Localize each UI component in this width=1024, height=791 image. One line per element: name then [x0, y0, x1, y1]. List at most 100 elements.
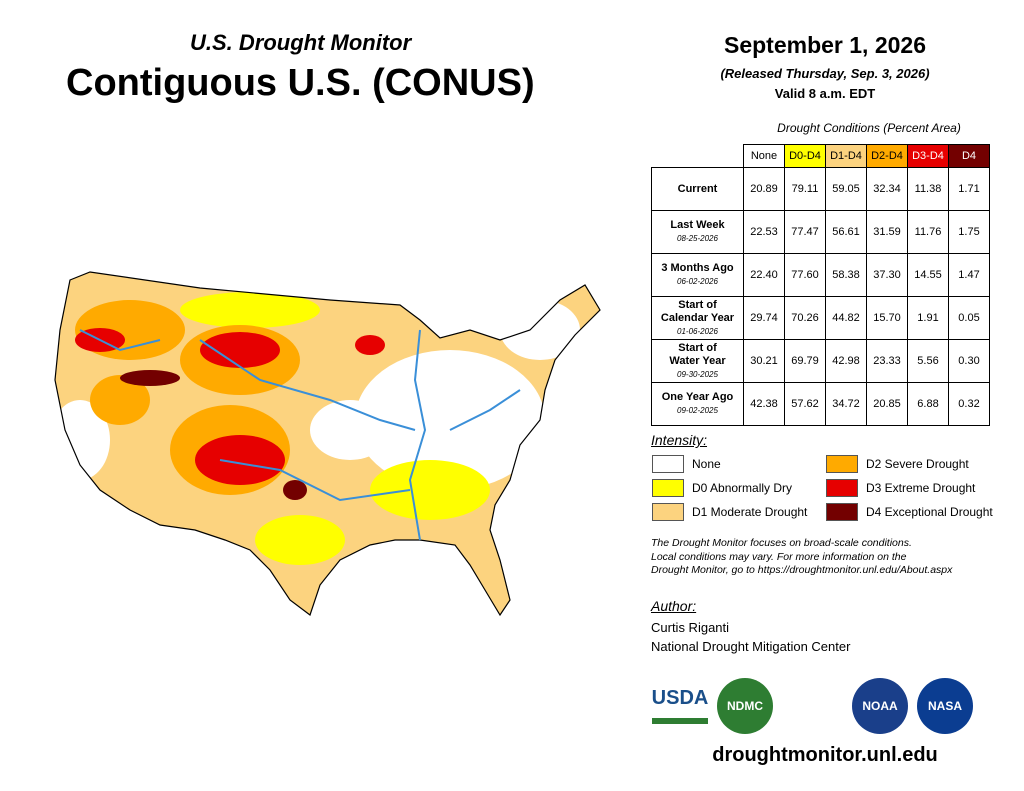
row-label: Current [651, 167, 744, 211]
column-header: D3-D4 [907, 144, 949, 168]
cell: 77.47 [784, 210, 826, 254]
legend-swatch [652, 479, 684, 497]
author-line: Curtis Riganti [651, 620, 730, 635]
row-label-line: Calendar Year [660, 311, 735, 324]
row-label-line: 3 Months Ago [661, 262, 734, 274]
table-row: Start of Calendar Year 01-06-2026 29.74 70.2… [651, 296, 990, 340]
cell: 70.26 [784, 296, 826, 340]
row-label: One Year Ago 09-02-2025 [651, 382, 744, 426]
table-row: One Year Ago 09-02-2025 42.38 57.62 34.72 20.… [651, 382, 990, 426]
row-label: Start of Water Year 09-30-2025 [651, 339, 744, 383]
row-date: 09-30-2025 [677, 369, 718, 379]
table-caption: Drought Conditions (Percent Area) [777, 121, 961, 135]
row-date: 09-02-2025 [677, 406, 718, 415]
cell: 79.11 [784, 167, 826, 211]
drought-areas [55, 272, 600, 615]
logo: USDA [652, 678, 708, 724]
cell: 1.71 [948, 167, 990, 211]
legend-item: D4 Exceptional Drought [826, 503, 993, 521]
footer-url[interactable]: droughtmonitor.unl.edu [712, 744, 938, 766]
cell: 42.38 [743, 382, 785, 426]
cell: 31.59 [866, 210, 908, 254]
released: (Released Thursday, Sep. 3, 2026) [720, 66, 930, 81]
column-header: D0-D4 [784, 144, 826, 168]
row-label: Last Week 08-25-2026 [651, 210, 744, 254]
row-date: 06-02-2026 [677, 277, 718, 286]
row-label-line: Start of [678, 341, 717, 354]
logo: NASA [917, 678, 973, 734]
cell: 15.70 [866, 296, 908, 340]
table-row: Current 20.89 79.11 59.05 32.34 11.38 1.71 [651, 167, 990, 211]
legend-label: D4 Exceptional Drought [866, 505, 993, 519]
row-date: 01-06-2026 [677, 326, 718, 336]
table-row: Last Week 08-25-2026 22.53 77.47 56.61 31.59 1… [651, 210, 990, 254]
row-label-line: Water Year [669, 354, 726, 367]
row-label-line: Last Week [670, 219, 725, 231]
cell: 69.79 [784, 339, 826, 383]
cell: 20.89 [743, 167, 785, 211]
column-header: D4 [948, 144, 990, 168]
header-row: None D0-D4 D1-D4 D2-D4 D3-D4 D4 [651, 144, 990, 168]
cell: 11.76 [907, 210, 949, 254]
cell: 0.32 [948, 382, 990, 426]
date: September 1, 2026 [723, 32, 926, 58]
cell: 5.56 [907, 339, 949, 383]
cell: 56.61 [825, 210, 867, 254]
drought-map [54, 271, 601, 616]
note-line: The Drought Monitor focuses on broad-sca… [651, 537, 912, 549]
table-row: 3 Months Ago 06-02-2026 22.40 77.60 58.38 37.… [651, 253, 990, 297]
cell: 14.55 [907, 253, 949, 297]
cell: 34.72 [825, 382, 867, 426]
cell: 22.53 [743, 210, 785, 254]
column-header: D2-D4 [866, 144, 908, 168]
cell: 1.91 [907, 296, 949, 340]
logo: NDMC [717, 678, 773, 734]
cell: 1.47 [948, 253, 990, 297]
logo: NOAA [852, 678, 908, 734]
row-label-line: Current [677, 182, 718, 195]
title: Contiguous U.S. (CONUS) [66, 62, 535, 104]
legend-item: D2 Severe Drought [826, 455, 969, 473]
corner [651, 144, 744, 168]
cell: 11.38 [907, 167, 949, 211]
cell: 23.33 [866, 339, 908, 383]
legend-swatch [826, 503, 858, 521]
legend-swatch [652, 503, 684, 521]
author-title: Author: [651, 598, 697, 614]
legend-label: None [692, 457, 721, 471]
valid-time: Valid 8 a.m. EDT [774, 86, 876, 101]
cell: 22.40 [743, 253, 785, 297]
row-label: Start of Calendar Year 01-06-2026 [651, 296, 744, 340]
legend-label: D1 Moderate Drought [692, 505, 808, 519]
cell: 30.21 [743, 339, 785, 383]
cell: 77.60 [784, 253, 826, 297]
cell: 37.30 [866, 253, 908, 297]
legend-swatch [826, 455, 858, 473]
row-label-line: Start of [678, 298, 717, 311]
cell: 57.62 [784, 382, 826, 426]
note: The Drought Monitor focuses on broad-sca… [651, 537, 952, 578]
legend-title: Intensity: [651, 432, 708, 448]
note-line: Drought Monitor, go to https://droughtmo… [651, 564, 953, 576]
legend-swatch [652, 455, 684, 473]
cell: 6.88 [907, 382, 949, 426]
rivers [79, 329, 521, 541]
legend-item: D3 Extreme Drought [826, 479, 975, 497]
legend-item: D1 Moderate Drought [652, 503, 807, 521]
author-line: National Drought Mitigation Center [651, 639, 851, 654]
cell: 59.05 [825, 167, 867, 211]
legend-item: D0 Abnormally Dry [652, 479, 792, 497]
legend-label: D3 Extreme Drought [866, 481, 976, 495]
cell: 58.38 [825, 253, 867, 297]
row-label: 3 Months Ago 06-02-2026 [651, 253, 744, 297]
subtitle: U.S. Drought Monitor [190, 30, 412, 55]
cell: 44.82 [825, 296, 867, 340]
cell: 0.30 [948, 339, 990, 383]
cell: 32.34 [866, 167, 908, 211]
cell: 20.85 [866, 382, 908, 426]
row-label-line: One Year Ago [661, 391, 734, 403]
cell: 1.75 [948, 210, 990, 254]
author: Curtis Riganti National Drought Mitigatio… [651, 618, 850, 656]
